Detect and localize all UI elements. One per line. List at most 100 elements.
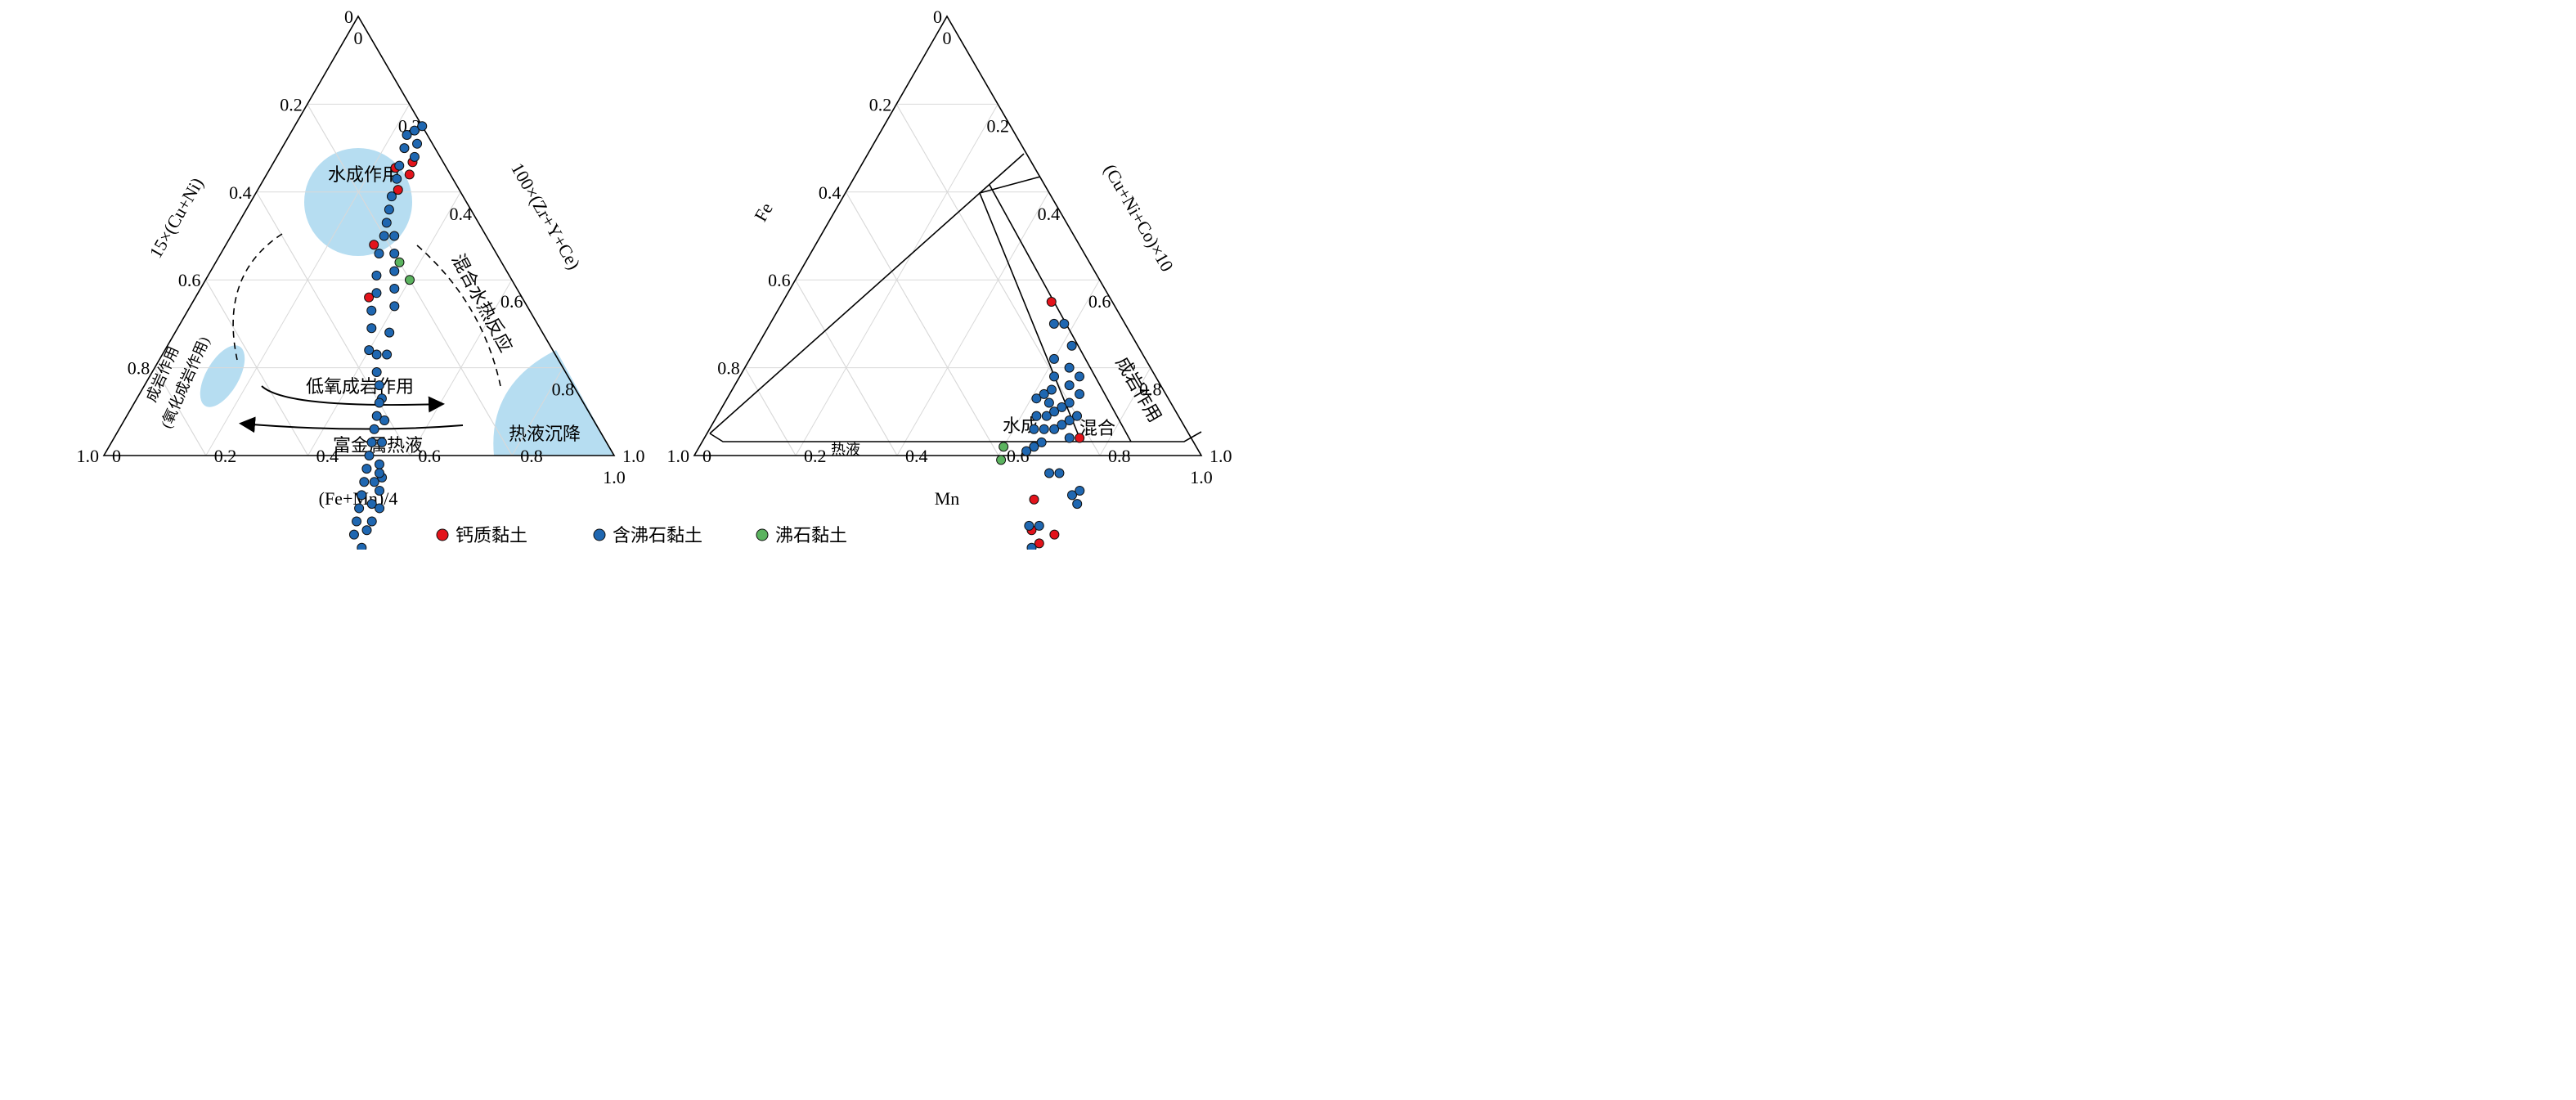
grid-line bbox=[511, 367, 563, 456]
left-tick-label: 0.4 bbox=[229, 182, 252, 203]
data-point bbox=[375, 468, 384, 478]
data-point bbox=[1075, 485, 1085, 496]
left-tick-label: 0.6 bbox=[768, 270, 791, 290]
left-tick-label: 0.2 bbox=[869, 94, 892, 114]
data-point bbox=[375, 485, 385, 496]
data-point bbox=[359, 477, 370, 487]
data-point bbox=[366, 323, 377, 334]
data-point bbox=[394, 257, 405, 267]
data-point bbox=[1057, 420, 1067, 430]
data-point bbox=[1034, 520, 1044, 531]
left-tick-label: 0.4 bbox=[819, 182, 841, 203]
bottom-tick-label: 1.0 bbox=[1190, 467, 1213, 487]
region-boundary-mixed bbox=[978, 176, 1082, 442]
data-point bbox=[1024, 520, 1034, 531]
data-point bbox=[357, 490, 367, 501]
region-shapes bbox=[200, 148, 614, 456]
legend: 钙质黏土 含沸石黏土 沸石黏土 bbox=[436, 525, 847, 546]
data-point bbox=[374, 397, 384, 408]
bottom-tick-label: 1.0 bbox=[603, 467, 626, 487]
data-point bbox=[352, 516, 362, 527]
legend-marker bbox=[593, 528, 606, 541]
grid-line bbox=[154, 367, 207, 456]
right-tick-label: 0.4 bbox=[316, 446, 339, 466]
data-point bbox=[1031, 411, 1042, 421]
left-tick-label: 0.8 bbox=[128, 358, 150, 379]
region-boundary-hydrothermal bbox=[709, 431, 1202, 442]
data-point bbox=[1064, 362, 1075, 373]
data-point bbox=[1057, 402, 1067, 412]
left-tick-label: 0.2 bbox=[280, 94, 303, 114]
data-point bbox=[384, 327, 395, 338]
data-point bbox=[1066, 490, 1077, 501]
data-point bbox=[996, 455, 1007, 465]
suboxic-arrow bbox=[261, 385, 445, 413]
right-tick-label: 0.4 bbox=[905, 446, 928, 466]
bottom-tick-label: 0 bbox=[943, 28, 952, 48]
data-point bbox=[1029, 442, 1039, 452]
data-point bbox=[371, 366, 382, 377]
data-point bbox=[1029, 494, 1039, 505]
data-point bbox=[361, 525, 372, 536]
left-axis-label: Fe bbox=[750, 199, 777, 225]
bottom-tick-label: 0.4 bbox=[449, 204, 472, 224]
data-point bbox=[1046, 297, 1057, 308]
data-point bbox=[1049, 424, 1060, 434]
data-point bbox=[1064, 415, 1075, 426]
bottom-tick-label: 0.8 bbox=[552, 379, 575, 400]
data-point bbox=[393, 185, 403, 195]
data-point bbox=[374, 380, 384, 391]
tick-labels: 00.20.40.60.81.000.20.40.60.81.0 1.00.80.… bbox=[77, 7, 645, 487]
ternary-frame bbox=[693, 15, 1203, 456]
data-point bbox=[366, 516, 377, 527]
ternary-frame bbox=[102, 15, 616, 456]
bottom-tick-label: 0.8 bbox=[1139, 379, 1162, 400]
left-tick-label: 0.6 bbox=[178, 270, 201, 290]
data-point bbox=[1039, 388, 1049, 399]
data-point bbox=[379, 231, 389, 241]
data-point bbox=[417, 121, 428, 132]
data-point bbox=[1026, 542, 1037, 550]
legend-label: 含沸石黏土 bbox=[613, 525, 702, 546]
data-point bbox=[354, 503, 365, 514]
data-point bbox=[404, 169, 415, 180]
data-point bbox=[374, 459, 384, 469]
data-point bbox=[1041, 411, 1052, 421]
left-tick-label: 1.0 bbox=[77, 446, 100, 466]
region-label-hydrogenous: 水成作用 bbox=[328, 164, 400, 185]
right-tick-label: 0.8 bbox=[1108, 446, 1131, 466]
right-tick-label: 1.0 bbox=[622, 446, 645, 466]
legend-label: 钙质黏土 bbox=[456, 525, 527, 546]
region-boundary-hydrogenous bbox=[709, 153, 1025, 434]
legend-marker bbox=[756, 528, 769, 541]
data-point bbox=[374, 248, 384, 258]
bottom-tick-label: 0.6 bbox=[1088, 291, 1111, 312]
data-point bbox=[371, 270, 382, 281]
data-point bbox=[381, 218, 392, 228]
region-label-mixed: 混合 bbox=[1079, 418, 1115, 438]
data-point bbox=[364, 345, 375, 356]
data-point bbox=[366, 499, 377, 510]
data-point bbox=[369, 477, 379, 487]
hydrothermal-region bbox=[493, 350, 614, 456]
data-point bbox=[1075, 388, 1085, 399]
hydrogenous-region bbox=[304, 148, 412, 256]
data-point bbox=[1048, 318, 1059, 329]
data-point bbox=[389, 266, 400, 276]
data-point bbox=[364, 292, 375, 303]
region-boundary-diagenetic bbox=[989, 184, 1132, 442]
right-tick-label: 1.0 bbox=[1209, 446, 1232, 466]
data-point bbox=[369, 424, 379, 434]
data-point bbox=[1031, 393, 1042, 404]
data-point bbox=[392, 173, 402, 184]
data-point bbox=[1072, 411, 1083, 421]
right-axis-label: (Cu+Ni+Co)×10 bbox=[1100, 160, 1178, 275]
legend-marker bbox=[436, 528, 449, 541]
diagenetic-region bbox=[200, 345, 245, 407]
data-point bbox=[371, 411, 382, 421]
data-point bbox=[1072, 499, 1083, 510]
data-point bbox=[361, 464, 372, 474]
data-point bbox=[1021, 446, 1032, 456]
data-point bbox=[1034, 538, 1044, 549]
